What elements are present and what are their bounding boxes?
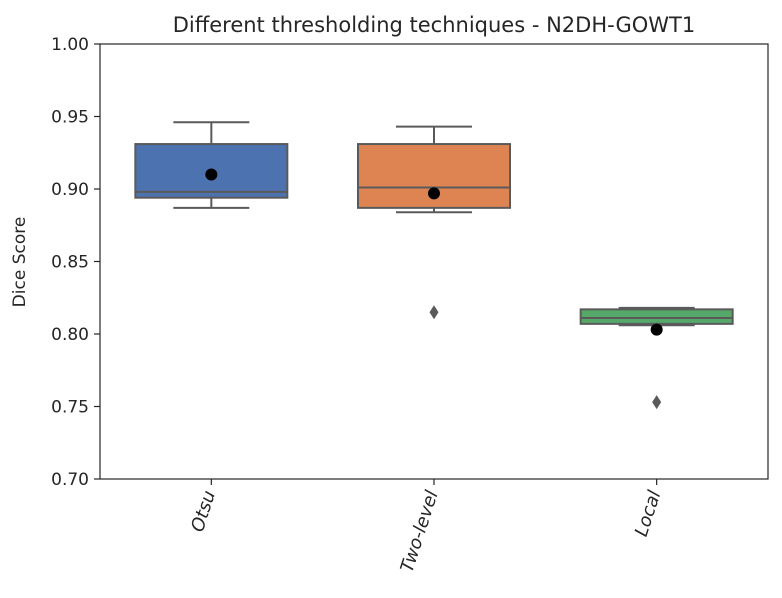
y-tick-label: 0.85 (51, 253, 89, 273)
x-tick-label: Otsu (187, 488, 220, 534)
chart-title: Different thresholding techniques - N2DH… (173, 13, 695, 37)
y-tick-label: 1.00 (51, 35, 89, 55)
outlier-marker (429, 305, 439, 320)
mean-marker (428, 187, 440, 200)
y-tick-label: 0.80 (51, 325, 89, 345)
x-tick-label: Local (631, 488, 665, 539)
y-tick-label: 0.95 (51, 108, 89, 128)
y-tick-label: 0.70 (51, 470, 89, 490)
y-tick-label: 0.75 (51, 398, 89, 418)
plot-frame (99, 43, 769, 480)
mean-marker (205, 168, 218, 181)
y-axis-label: Dice Score (10, 217, 30, 308)
plot-area: 0.70 0.75 0.80 0.85 0.90 0.95 1.00 Otsu Two-leve… (51, 35, 769, 575)
box (579, 308, 734, 325)
y-tick-label: 0.90 (51, 180, 89, 200)
x-tick-label: Two-level (397, 488, 443, 575)
outlier-marker (652, 395, 662, 410)
mean-marker (650, 323, 663, 336)
